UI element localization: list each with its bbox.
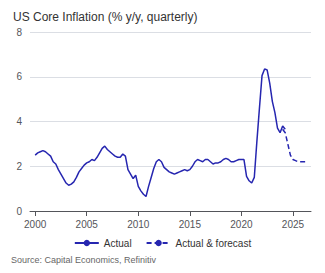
svg-text:Actual: Actual [104, 238, 132, 249]
svg-text:8: 8 [16, 27, 22, 38]
svg-text:0: 0 [16, 206, 22, 217]
svg-text:2025: 2025 [282, 219, 305, 230]
svg-text:4: 4 [16, 116, 22, 127]
svg-text:Actual & forecast: Actual & forecast [176, 238, 252, 249]
svg-text:2000: 2000 [24, 219, 47, 230]
svg-text:2005: 2005 [76, 219, 99, 230]
svg-text:2015: 2015 [179, 219, 202, 230]
svg-text:2: 2 [16, 161, 22, 172]
svg-text:2010: 2010 [127, 219, 150, 230]
svg-text:2020: 2020 [230, 219, 253, 230]
svg-text:Source: Capital Economics, Ref: Source: Capital Economics, Refinitiv [11, 255, 157, 265]
svg-text:US Core Inflation (% y/y, quar: US Core Inflation (% y/y, quarterly) [13, 10, 198, 24]
svg-text:6: 6 [16, 71, 22, 82]
